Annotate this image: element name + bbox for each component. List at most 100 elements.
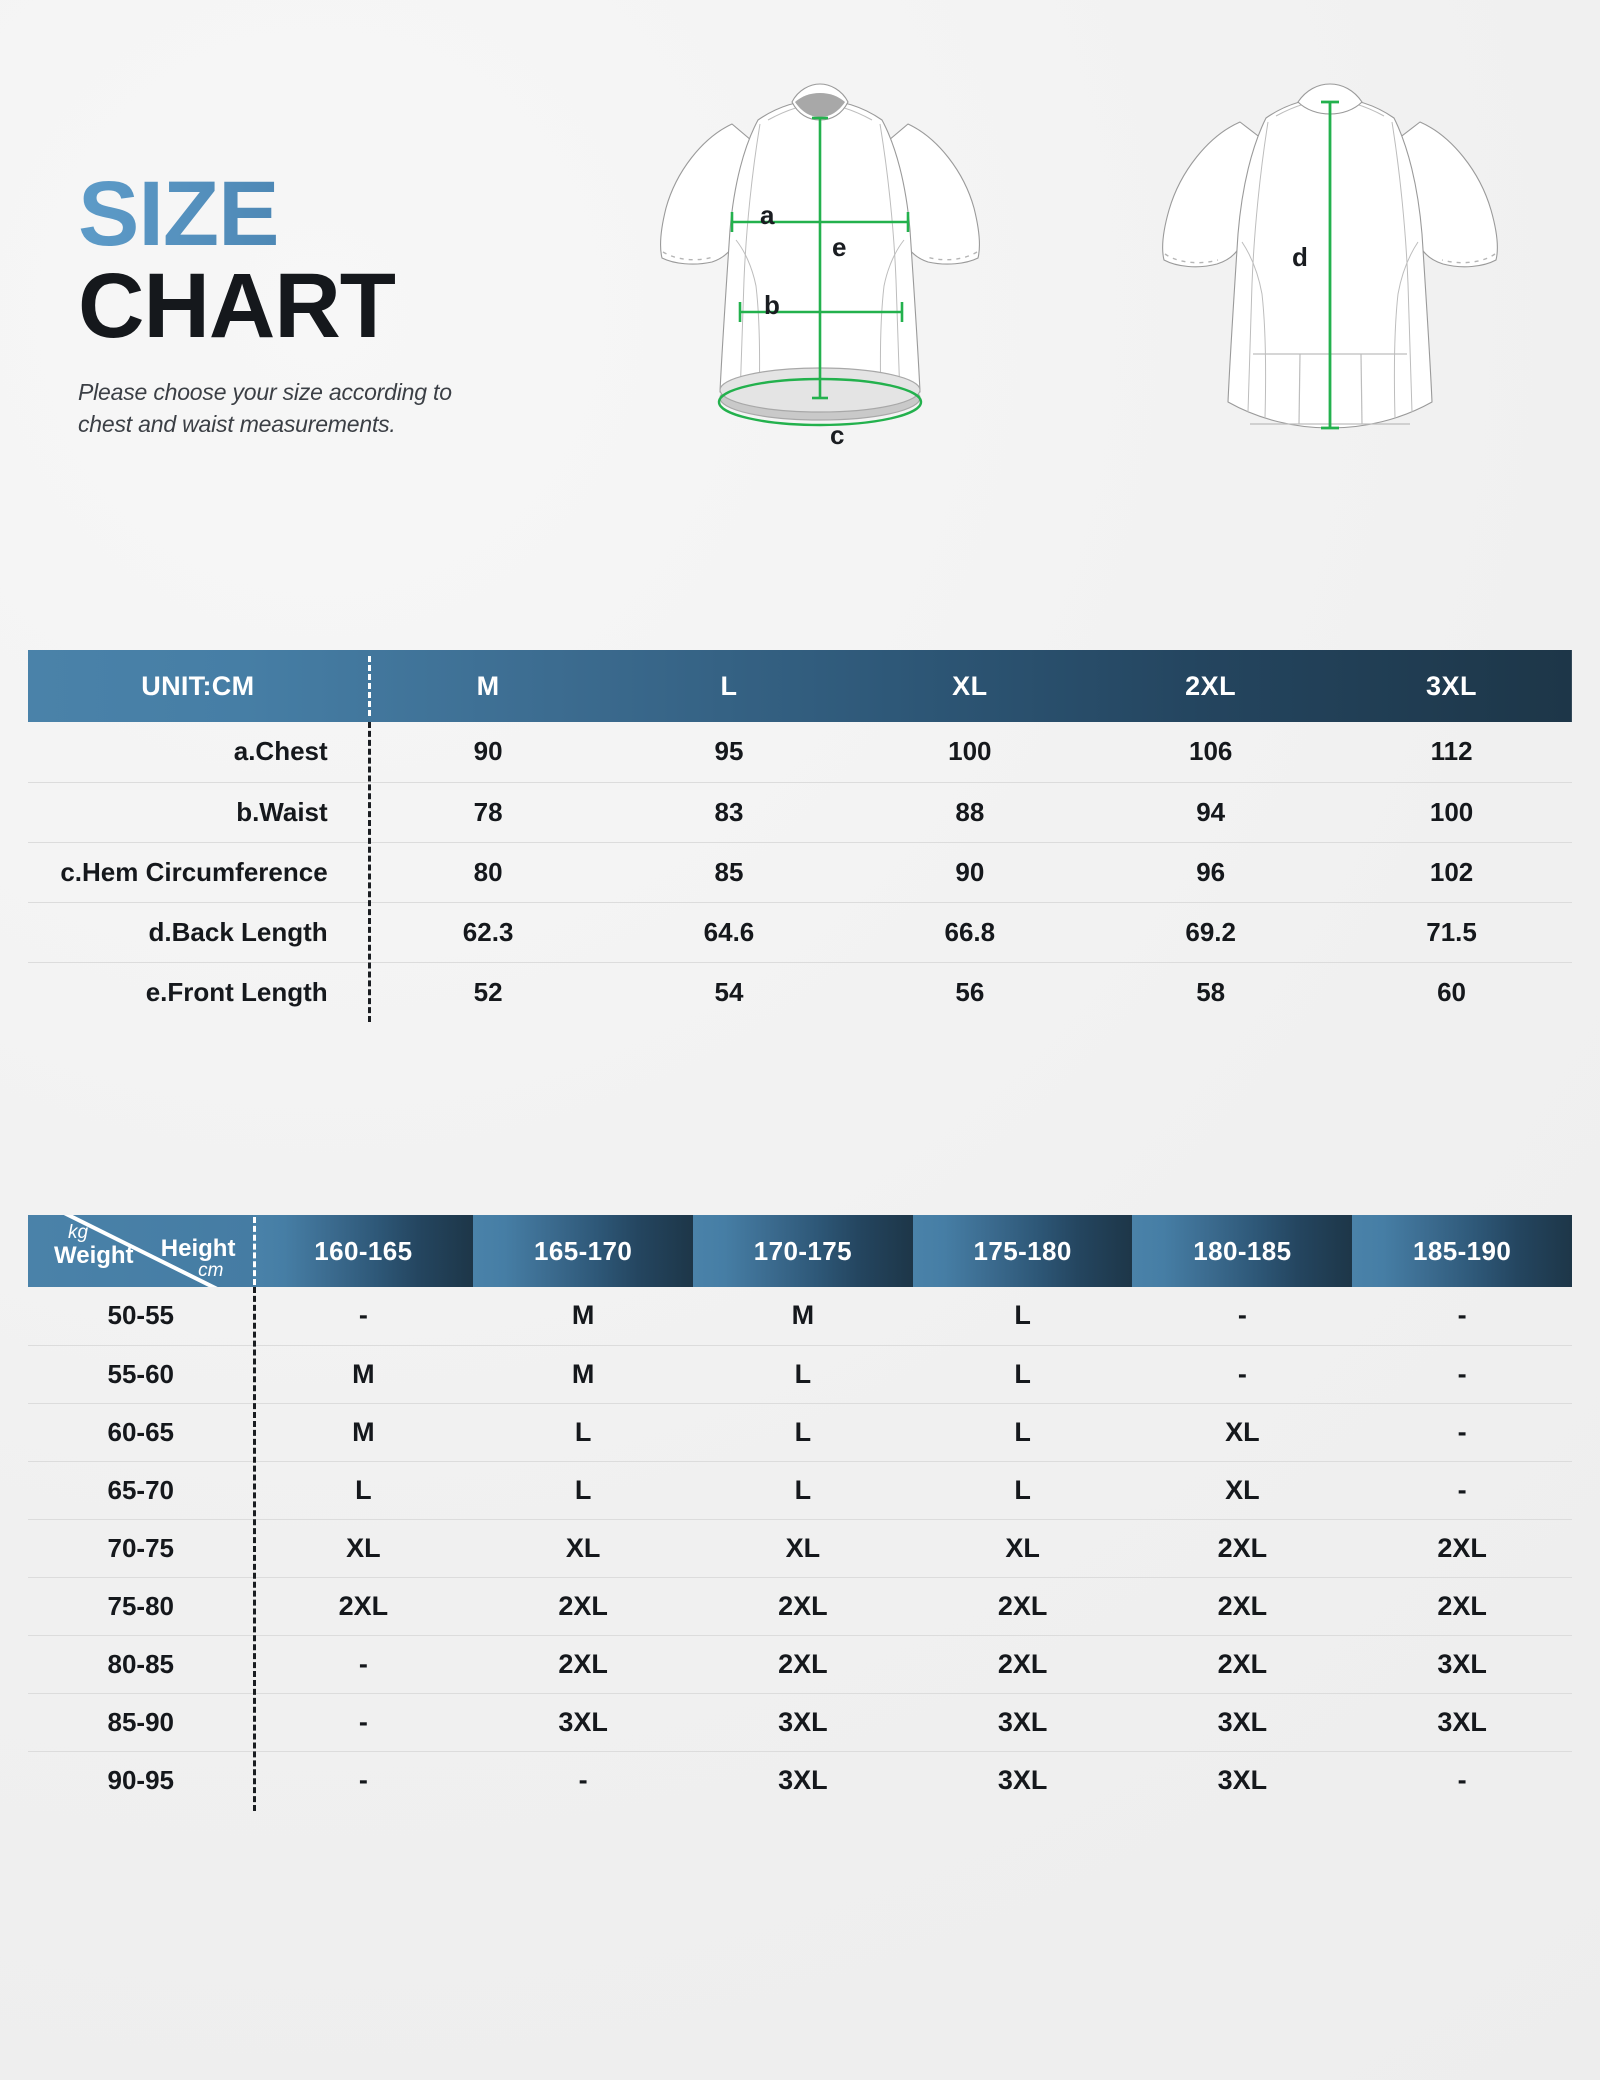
- cell-waist-3xl: 100: [1331, 782, 1572, 843]
- size-cell: 2XL: [473, 1635, 693, 1694]
- dimension-label-a: a: [760, 200, 775, 230]
- table-row: 65-70 L L L L XL -: [28, 1461, 1572, 1520]
- dimension-label-e: e: [832, 232, 847, 262]
- weight-row-50-55: 50-55: [28, 1287, 254, 1346]
- table-row: d.Back Length 62.3 64.6 66.8 69.2 71.5: [28, 902, 1572, 963]
- size-cell: -: [1132, 1345, 1353, 1404]
- cell-waist-2xl: 94: [1090, 782, 1332, 843]
- recommendation-header-row: kg Weight Height cm 160-165 165-170 170-…: [28, 1215, 1572, 1287]
- dimension-label-b: b: [764, 290, 780, 320]
- weight-row-55-60: 55-60: [28, 1345, 254, 1404]
- size-cell: 2XL: [473, 1577, 693, 1636]
- size-cell: -: [1457, 1764, 1467, 1795]
- recommendation-table-head: kg Weight Height cm 160-165 165-170 170-…: [28, 1215, 1572, 1287]
- table-row: 90-95 - - 3XL 3XL 3XL -: [28, 1751, 1572, 1809]
- table-row: 70-75 XL XL XL XL 2XL 2XL: [28, 1519, 1572, 1578]
- size-cell: XL: [473, 1519, 693, 1578]
- size-cell: XL: [1132, 1403, 1353, 1462]
- weight-unit: kg: [68, 1222, 89, 1243]
- size-cell: L: [692, 1345, 913, 1404]
- weight-height-corner-cell: kg Weight Height cm: [28, 1215, 254, 1287]
- measurement-header-row: UNIT:CM M L XL 2XL 3XL: [28, 650, 1572, 722]
- size-cell: 2XL: [1132, 1519, 1353, 1578]
- size-cell: 3XL: [1217, 1764, 1268, 1795]
- cell-hem-3xl: 102: [1331, 842, 1572, 903]
- size-cell: 2XL: [912, 1577, 1133, 1636]
- cell-back-2xl: 69.2: [1090, 902, 1332, 963]
- size-cell: 2XL: [1132, 1635, 1353, 1694]
- jersey-back-svg: [1162, 83, 1498, 430]
- height-header-160-165: 160-165: [253, 1215, 474, 1287]
- size-cell: L: [253, 1461, 474, 1520]
- size-cell: -: [578, 1764, 588, 1795]
- size-cell: -: [358, 1764, 368, 1795]
- size-cell: 3XL: [473, 1693, 693, 1752]
- size-cell: L: [912, 1461, 1133, 1520]
- table-row: 55-60 M M L L - -: [28, 1345, 1572, 1404]
- size-cell: 3XL: [1352, 1693, 1572, 1752]
- row-label-hem: c.Hem Circumference: [28, 842, 368, 903]
- size-header-3xl: 3XL: [1426, 670, 1478, 701]
- size-header-2xl: 2XL: [1185, 670, 1237, 701]
- cell-chest-3xl: 112: [1331, 722, 1572, 783]
- size-cell: -: [1352, 1403, 1572, 1462]
- jersey-back-diagram: d: [1140, 80, 1520, 460]
- weight-row-90-95: 90-95: [107, 1764, 174, 1795]
- cell-front-3xl: 60: [1437, 976, 1467, 1007]
- table-row: b.Waist 78 83 88 94 100: [28, 782, 1572, 843]
- size-cell: 2XL: [1352, 1577, 1572, 1636]
- height-unit: cm: [198, 1260, 224, 1282]
- jersey-front-svg: [660, 83, 980, 427]
- height-axis-label: Height cm: [161, 1236, 236, 1281]
- weight-row-75-80: 75-80: [28, 1577, 254, 1636]
- size-cell: L: [692, 1461, 913, 1520]
- table-row: 60-65 M L L L XL -: [28, 1403, 1572, 1462]
- title-block: SIZE CHART Please choose your size accor…: [78, 168, 638, 440]
- size-cell: 3XL: [778, 1764, 828, 1795]
- size-cell: XL: [692, 1519, 913, 1578]
- size-cell: L: [473, 1403, 693, 1462]
- size-cell: 2XL: [692, 1577, 913, 1636]
- unit-header: UNIT:CM: [141, 670, 255, 701]
- weight-label: Weight: [54, 1241, 134, 1269]
- weight-axis-label: kg Weight: [54, 1222, 134, 1269]
- cell-hem-xl: 90: [849, 842, 1091, 903]
- table-row: 50-55 - M M L - -: [28, 1287, 1572, 1346]
- size-cell: -: [253, 1287, 474, 1346]
- cell-chest-l: 95: [608, 722, 850, 783]
- measurement-table-wrap: UNIT:CM M L XL 2XL 3XL a.Chest 90 95 100: [28, 650, 1572, 1022]
- weight-row-70-75: 70-75: [28, 1519, 254, 1578]
- height-header-165-170: 165-170: [473, 1215, 693, 1287]
- weight-row-85-90: 85-90: [28, 1693, 254, 1752]
- recommendation-table-body: 50-55 - M M L - - 55-60 M M L L -: [28, 1287, 1572, 1809]
- cell-front-xl: 56: [955, 976, 985, 1007]
- measurement-table-body: a.Chest 90 95 100 106 112 b.Waist 78 83 …: [28, 722, 1572, 1022]
- cell-back-l: 64.6: [608, 902, 850, 963]
- size-cell: 2XL: [1352, 1519, 1572, 1578]
- size-header-xl: XL: [952, 670, 988, 701]
- size-cell: 3XL: [692, 1693, 913, 1752]
- size-cell: L: [912, 1345, 1133, 1404]
- page-subtitle: Please choose your size according to che…: [78, 378, 452, 437]
- size-cell: XL: [253, 1519, 474, 1578]
- size-cell: XL: [912, 1519, 1133, 1578]
- jersey-front-diagram: a b c e: [640, 80, 1000, 460]
- cell-waist-m: 78: [367, 782, 609, 843]
- table-row: c.Hem Circumference 80 85 90 96 102: [28, 842, 1572, 903]
- table-row: 85-90 - 3XL 3XL 3XL 3XL 3XL: [28, 1693, 1572, 1752]
- cell-waist-l: 83: [608, 782, 850, 843]
- row-label-waist: b.Waist: [28, 782, 368, 843]
- corner-diagonal-icon: [28, 1215, 253, 1287]
- size-cell: XL: [1132, 1461, 1353, 1520]
- size-cell: -: [1352, 1345, 1572, 1404]
- row-label-front-length: e.Front Length: [145, 976, 328, 1007]
- size-header-l: L: [720, 670, 738, 701]
- size-cell: -: [1352, 1461, 1572, 1520]
- measurement-table: UNIT:CM M L XL 2XL 3XL a.Chest 90 95 100: [28, 650, 1572, 1022]
- height-header-170-175: 170-175: [692, 1215, 913, 1287]
- cell-front-m: 52: [473, 976, 503, 1007]
- size-cell: 2XL: [692, 1635, 913, 1694]
- size-cell: -: [1352, 1287, 1572, 1346]
- size-cell: 3XL: [997, 1764, 1048, 1795]
